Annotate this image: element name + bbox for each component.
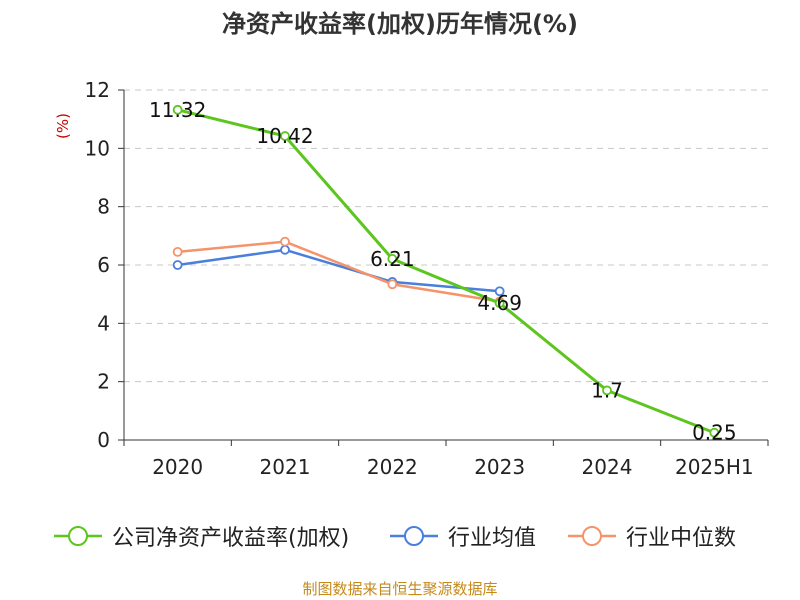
legend-marker-icon bbox=[54, 526, 102, 546]
data-point bbox=[280, 131, 290, 141]
y-axis-label: (%) bbox=[54, 113, 72, 139]
y-tick-label: 10 bbox=[85, 136, 110, 160]
data-label: 10.42 bbox=[256, 124, 313, 148]
legend: 公司净资产收益率(加权) 行业均值 行业中位数 bbox=[0, 520, 800, 552]
x-tick-label: 2024 bbox=[582, 455, 633, 479]
data-label: 6.21 bbox=[370, 247, 415, 271]
y-tick-label: 2 bbox=[97, 370, 110, 394]
data-label: 4.69 bbox=[477, 291, 522, 315]
x-tick-label: 2023 bbox=[474, 455, 525, 479]
series-line bbox=[177, 248, 500, 293]
x-tick-label: 2020 bbox=[152, 455, 203, 479]
legend-marker-icon bbox=[568, 526, 616, 546]
legend-marker-icon bbox=[390, 526, 438, 546]
y-tick-label: 6 bbox=[97, 253, 110, 277]
data-point bbox=[602, 385, 612, 396]
y-tick-label: 8 bbox=[97, 195, 110, 219]
legend-item[interactable]: 行业均值 bbox=[388, 520, 536, 552]
data-point bbox=[494, 298, 505, 309]
data-point bbox=[280, 244, 290, 255]
data-point bbox=[172, 246, 183, 257]
data-point bbox=[709, 427, 720, 438]
legend-item[interactable]: 公司净资产收益率(加权) bbox=[52, 520, 349, 552]
grid-lines bbox=[124, 89, 768, 383]
data-label: 11.32 bbox=[149, 98, 206, 122]
data-point bbox=[172, 260, 183, 270]
legend-label: 行业均值 bbox=[448, 526, 537, 551]
data-point bbox=[494, 286, 505, 297]
series-group bbox=[172, 104, 720, 438]
y-tick-label: 12 bbox=[85, 78, 110, 102]
y-tick-label: 4 bbox=[97, 311, 110, 335]
source-note: 制图数据来自恒生聚源数据库 bbox=[302, 580, 498, 598]
x-tick-label: 2021 bbox=[260, 455, 311, 479]
axes: 0 2 4 6 8 10 12 2020 2021 2022 2023 2024 2025H1 bbox=[85, 78, 769, 479]
data-point bbox=[387, 253, 398, 264]
series-line bbox=[177, 240, 500, 303]
data-point bbox=[280, 236, 290, 247]
legend-label: 公司净资产收益率(加权) bbox=[112, 526, 350, 551]
x-tick-label: 2025H1 bbox=[675, 455, 754, 479]
x-tick-label: 2022 bbox=[367, 455, 418, 479]
data-point bbox=[172, 104, 183, 115]
data-labels: 11.32 10.42 6.21 4.69 1.7 0.25 bbox=[149, 98, 737, 445]
data-label: 0.25 bbox=[692, 421, 737, 445]
legend-item[interactable]: 行业中位数 bbox=[566, 520, 736, 552]
legend-label: 行业中位数 bbox=[626, 526, 737, 551]
series-line bbox=[177, 108, 715, 435]
y-tick-label: 0 bbox=[97, 428, 110, 452]
data-point bbox=[387, 279, 398, 290]
chart-title: 净资产收益率(加权)历年情况(%) bbox=[222, 10, 578, 38]
data-label: 1.7 bbox=[591, 378, 623, 402]
